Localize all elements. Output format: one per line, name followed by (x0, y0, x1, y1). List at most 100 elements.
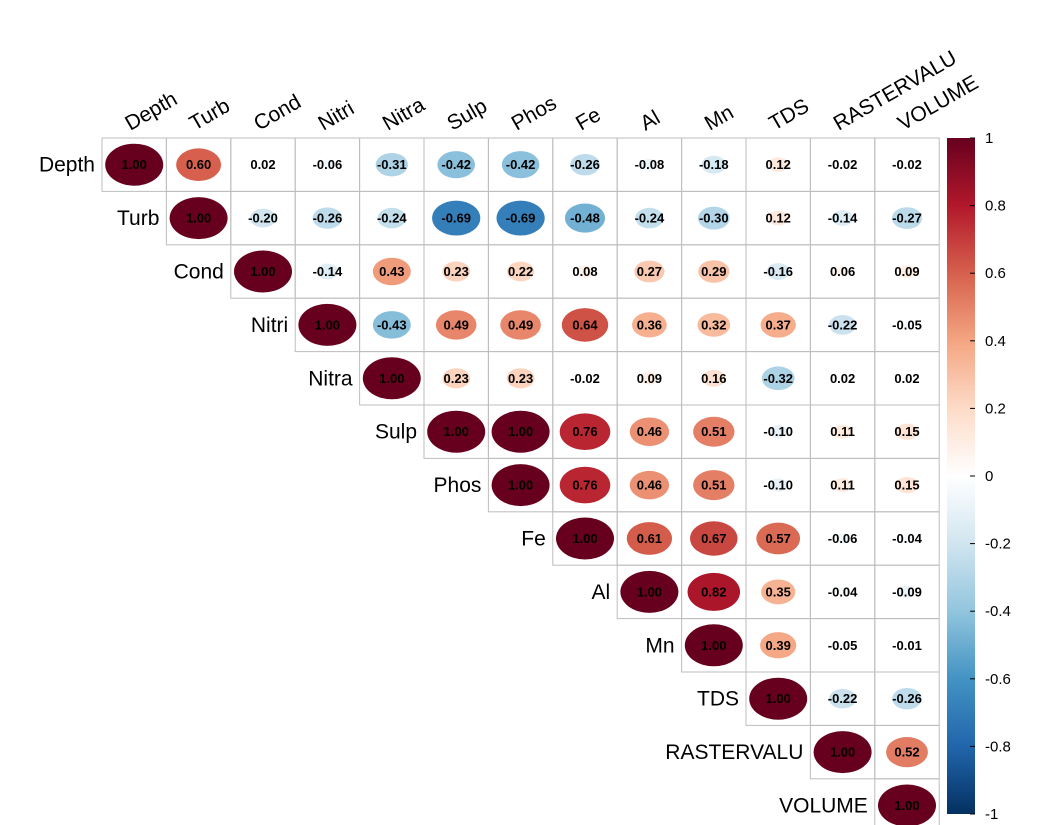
correlation-value: 0.43 (379, 264, 404, 279)
row-label-turb: Turb (117, 207, 159, 230)
row-label-tds: TDS (697, 688, 739, 711)
correlation-circle-phos-rastervalu (832, 478, 853, 493)
correlation-circle-turb-volume (891, 207, 923, 230)
correlation-value: 0.61 (637, 531, 662, 546)
correlation-value: -0.26 (892, 691, 922, 706)
correlation-circle-depth-depth (105, 143, 164, 186)
correlation-value: 0.49 (508, 317, 533, 332)
correlation-value: -0.14 (828, 211, 858, 226)
row-label-fe: Fe (521, 528, 546, 551)
correlation-circle-turb-phos (496, 200, 545, 236)
correlation-value: -0.16 (763, 264, 793, 279)
correlation-circle-sulp-rastervalu (832, 424, 853, 439)
correlation-value: 0.60 (186, 157, 211, 172)
row-labels: Depth Turb Cond Nitri Nitra Sulp Phos Fe Al Mn TDS… (39, 154, 868, 818)
correlation-value: -0.02 (828, 157, 858, 172)
column-label-cond: Cond (250, 90, 305, 135)
correlation-circle-al-mn (687, 572, 741, 611)
correlation-value: 0.35 (766, 584, 791, 599)
correlation-value: -0.31 (377, 157, 407, 172)
correlation-value: -0.69 (441, 211, 471, 226)
correlation-value: 1.00 (122, 157, 147, 172)
correlation-circle-phos-phos (491, 464, 550, 507)
correlation-circle-depth-mn (701, 155, 727, 174)
correlation-circle-nitra-volume (902, 375, 912, 382)
correlation-circle-al-volume (898, 585, 916, 599)
correlation-value: 0.23 (444, 371, 469, 386)
correlation-circle-nitri-rastervalu (828, 315, 857, 335)
correlation-value: -0.43 (377, 317, 407, 332)
colorbar-tick-label: 0.8 (985, 198, 1006, 215)
correlation-value: 0.52 (894, 745, 919, 760)
colorbar-tick-label: -0.4 (985, 603, 1011, 620)
correlation-value: -0.24 (635, 211, 665, 226)
correlation-value: 0.27 (637, 264, 662, 279)
correlation-value: -0.04 (892, 531, 922, 546)
correlation-circle-cond-volume (898, 265, 916, 278)
correlation-circle-cond-cond (234, 250, 292, 293)
correlation-circle-nitra-sulp (442, 368, 471, 389)
correlation-circle-depth-sulp (437, 151, 475, 179)
correlation-circle-nitri-phos (500, 310, 541, 340)
correlation-circle-nitra-fe (580, 375, 590, 382)
correlation-circle-sulp-sulp (427, 410, 486, 453)
correlation-value: 1.00 (766, 691, 791, 706)
correlation-circle-nitra-rastervalu (838, 375, 847, 382)
correlation-circle-fe-tds (756, 522, 801, 555)
correlation-value: 0.12 (766, 211, 791, 226)
correlation-circle-turb-nitra (377, 207, 407, 229)
correlation-circle-al-al (620, 570, 679, 613)
row-label-phos: Phos (434, 474, 482, 497)
correlation-value: -0.05 (892, 317, 922, 332)
correlation-value: 0.02 (830, 371, 855, 386)
colorbar-tick-label: -1 (985, 806, 998, 823)
correlation-circle-nitra-mn (702, 369, 726, 387)
correlation-value: 0.02 (250, 157, 275, 172)
correlation-circle-nitri-mn (697, 313, 731, 337)
column-label-mn: Mn (701, 101, 738, 136)
correlation-circle-rastervalu-volume (886, 736, 928, 768)
correlation-circle-nitri-tds (760, 312, 796, 338)
correlation-circle-depth-turb (176, 148, 222, 181)
correlation-value: -0.02 (892, 157, 922, 172)
correlation-value: 0.39 (766, 638, 791, 653)
correlation-value: 0.06 (830, 264, 855, 279)
correlation-value: -0.22 (828, 691, 858, 706)
correlation-circle-turb-fe (564, 203, 606, 233)
correlation-value: -0.14 (313, 264, 343, 279)
correlation-value: 0.23 (444, 264, 469, 279)
correlation-circle-depth-nitra (375, 153, 408, 177)
column-label-nitra: Nitra (379, 93, 429, 135)
correlation-circle-fe-al (626, 522, 673, 555)
correlation-circle-cond-al (634, 260, 665, 283)
correlation-value: 0.29 (701, 264, 726, 279)
correlation-circle-turb-sulp (432, 200, 481, 236)
correlation-value: 0.36 (637, 317, 662, 332)
correlation-circle-sulp-tds (769, 425, 788, 439)
correlation-circle-nitra-tds (761, 366, 795, 391)
correlation-circle-turb-mn (697, 206, 730, 230)
row-label-al: Al (592, 581, 611, 604)
correlation-circle-tds-volume (892, 687, 922, 710)
correlation-circle-depth-rastervalu (838, 161, 847, 168)
correlation-value: -0.30 (699, 211, 729, 226)
correlation-circle-volume-volume (878, 784, 936, 825)
colorbar-tick-label: 0.2 (985, 400, 1006, 417)
correlation-circle-tds-tds (749, 677, 808, 720)
correlation-value: 1.00 (572, 531, 597, 546)
correlation-value: 0.57 (766, 531, 791, 546)
column-labels: Depth Turb Cond Nitri Nitra Sulp Phos Fe Al Mn TDS… (121, 46, 982, 135)
correlation-circle-nitri-volume (900, 320, 914, 330)
correlation-value: -0.08 (635, 157, 665, 172)
correlation-value: 1.00 (637, 584, 662, 599)
correlation-circle-nitra-phos (506, 368, 535, 389)
correlation-value: 0.11 (830, 424, 855, 439)
correlation-circle-nitra-nitra (362, 357, 421, 400)
correlation-circle-mn-volume (904, 643, 910, 648)
correlation-circle-depth-cond (258, 161, 268, 168)
correlation-circle-phos-tds (769, 478, 788, 492)
correlation-value: -0.48 (570, 211, 600, 226)
correlation-value: -0.26 (313, 211, 343, 226)
correlation-circle-depth-nitri (320, 159, 335, 170)
